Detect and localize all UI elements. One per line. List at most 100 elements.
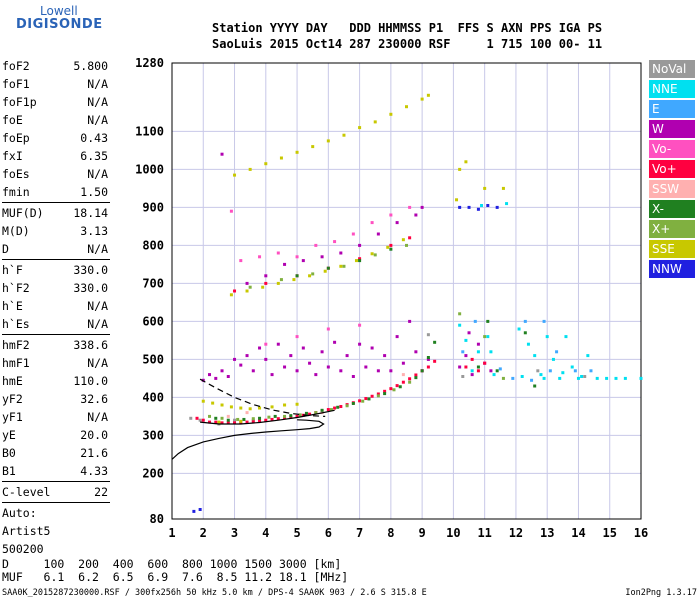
- data-point: [476, 342, 480, 346]
- data-point: [251, 420, 255, 424]
- data-point: [389, 247, 393, 251]
- x-tick-label: 1: [168, 526, 175, 540]
- legend-item: SSE: [649, 240, 695, 258]
- x-tick-label: 3: [231, 526, 238, 540]
- param-value: N/A: [87, 317, 108, 331]
- param-row: MUF(D) 18.14: [2, 204, 110, 222]
- data-point: [220, 369, 224, 373]
- data-point: [401, 380, 405, 384]
- data-point: [464, 160, 468, 164]
- data-point: [345, 404, 349, 408]
- data-point: [220, 416, 224, 420]
- param-value: 22: [94, 485, 108, 499]
- data-point: [401, 238, 405, 242]
- data-point: [276, 251, 280, 255]
- y-tick-label: 500: [142, 352, 164, 366]
- plot-frame: [171, 62, 642, 520]
- data-point: [211, 401, 215, 405]
- param-separator: [2, 502, 110, 503]
- data-point: [226, 418, 230, 422]
- data-point: [395, 335, 399, 339]
- data-point: [401, 361, 405, 365]
- data-point: [251, 369, 255, 373]
- data-point: [358, 342, 362, 346]
- param-label: foEp: [2, 131, 30, 145]
- data-point: [473, 319, 477, 323]
- data-point: [426, 365, 430, 369]
- data-point: [420, 205, 424, 209]
- data-point: [226, 421, 230, 425]
- data-point: [326, 139, 330, 143]
- data-point: [583, 375, 587, 378]
- auto-scaling-line: Artist5: [2, 524, 51, 538]
- muf-row: MUF 6.1 6.2 6.5 6.9 7.6 8.5 11.2 18.1 [M…: [2, 570, 349, 584]
- param-row: h`E N/A: [2, 297, 110, 315]
- data-point: [367, 397, 371, 401]
- param-row: yE 20.0: [2, 426, 110, 444]
- data-point: [208, 414, 212, 418]
- data-point: [480, 204, 484, 207]
- data-point: [220, 421, 224, 425]
- param-row: hmF2 338.6: [2, 336, 110, 354]
- param-row: hmE 110.0: [2, 372, 110, 390]
- data-point: [386, 245, 390, 249]
- data-point: [351, 401, 355, 405]
- data-point: [326, 327, 330, 331]
- data-point: [536, 369, 540, 373]
- data-point: [273, 414, 277, 418]
- data-point: [345, 354, 349, 358]
- data-point: [489, 350, 493, 354]
- data-point: [414, 350, 418, 354]
- data-point: [239, 419, 243, 423]
- data-point: [229, 209, 233, 213]
- data-point: [389, 213, 393, 217]
- data-point: [376, 369, 380, 373]
- data-point: [333, 340, 337, 344]
- data-point: [198, 418, 202, 422]
- data-point: [389, 369, 393, 373]
- data-point: [370, 221, 374, 225]
- data-point: [533, 354, 537, 358]
- data-point: [395, 221, 399, 225]
- data-point: [426, 333, 430, 337]
- y-tick-label: 800: [142, 238, 164, 252]
- data-point: [486, 319, 490, 323]
- param-row: D N/A: [2, 240, 110, 258]
- param-value: 338.6: [73, 338, 108, 352]
- param-value: 18.14: [73, 206, 108, 220]
- data-point: [301, 346, 305, 350]
- data-point: [389, 243, 393, 247]
- x-tick-label: 11: [477, 526, 491, 540]
- data-point: [320, 350, 324, 354]
- data-point: [279, 278, 283, 282]
- data-point: [192, 509, 196, 513]
- data-point: [233, 173, 237, 177]
- param-value: 6.35: [80, 149, 108, 163]
- param-separator: [2, 202, 110, 203]
- data-point: [208, 373, 212, 377]
- data-point: [358, 259, 362, 263]
- param-row: fxI 6.35: [2, 147, 110, 165]
- data-point: [373, 253, 377, 257]
- data-point: [467, 205, 471, 209]
- header-line2: SaoLuis 2015 Oct14 287 230000 RSF 1 715 …: [212, 37, 603, 51]
- param-row: foEp 0.43: [2, 129, 110, 147]
- data-point: [342, 133, 346, 137]
- data-point: [248, 285, 252, 289]
- param-row: foF1p N/A: [2, 93, 110, 111]
- data-point: [523, 319, 527, 323]
- data-point: [542, 376, 546, 380]
- param-label: foF1p: [2, 95, 37, 109]
- data-point: [283, 262, 287, 266]
- param-label: D: [2, 242, 9, 256]
- data-point: [311, 272, 315, 276]
- param-value: 20.0: [80, 428, 108, 442]
- data-point: [570, 365, 574, 369]
- legend-item: E: [649, 100, 695, 118]
- data-point: [401, 373, 405, 377]
- data-point: [201, 418, 205, 422]
- param-value: N/A: [87, 77, 108, 91]
- distance-muf-table: D 100 200 400 600 800 1000 1500 3000 [km…: [2, 558, 348, 584]
- data-point: [189, 416, 193, 420]
- data-point: [511, 376, 515, 380]
